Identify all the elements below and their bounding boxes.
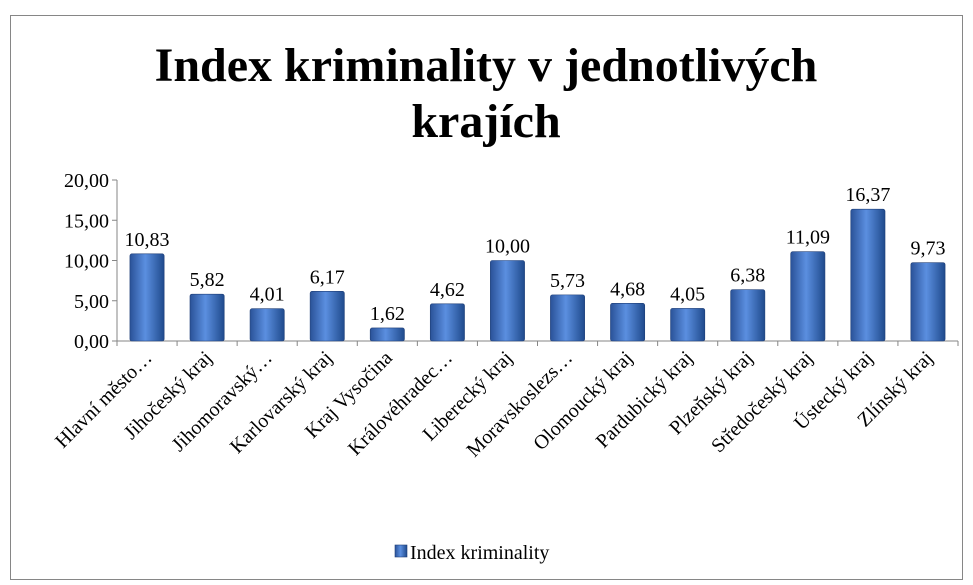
data-label: 4,01 xyxy=(250,284,285,306)
legend-swatch xyxy=(394,544,408,558)
y-tick-label: 0,00 xyxy=(74,331,109,353)
data-label: 10,83 xyxy=(125,229,170,251)
data-label: 4,62 xyxy=(430,279,465,301)
bar xyxy=(189,293,225,342)
bar xyxy=(550,294,585,342)
data-label: 4,05 xyxy=(670,283,705,305)
chart-title: Index kriminality v jednotlivých krajích xyxy=(154,39,818,148)
bar xyxy=(790,251,826,342)
bar xyxy=(429,303,465,342)
data-label: 5,73 xyxy=(550,270,585,292)
data-label: 6,17 xyxy=(310,266,345,288)
bar xyxy=(610,303,646,342)
bar xyxy=(309,291,345,342)
y-tick-label: 20,00 xyxy=(64,170,109,192)
bar xyxy=(850,208,886,342)
bar xyxy=(730,289,766,342)
data-label: 6,38 xyxy=(730,265,765,287)
bar xyxy=(490,260,525,342)
data-label: 1,62 xyxy=(370,303,405,325)
y-tick-label: 5,00 xyxy=(74,291,109,313)
bar xyxy=(910,262,946,342)
data-label: 4,68 xyxy=(610,278,645,300)
bar xyxy=(249,308,285,342)
bar xyxy=(129,253,165,342)
bar xyxy=(670,308,706,342)
data-label: 16,37 xyxy=(845,184,890,206)
legend-label: Index kriminality xyxy=(410,542,549,564)
data-label: 9,73 xyxy=(910,238,945,260)
data-label: 5,82 xyxy=(190,269,225,291)
data-label: 11,09 xyxy=(786,227,830,249)
y-tick-label: 10,00 xyxy=(64,251,109,273)
bar xyxy=(369,327,405,342)
y-tick-label: 15,00 xyxy=(64,210,109,232)
data-label: 10,00 xyxy=(485,236,530,258)
